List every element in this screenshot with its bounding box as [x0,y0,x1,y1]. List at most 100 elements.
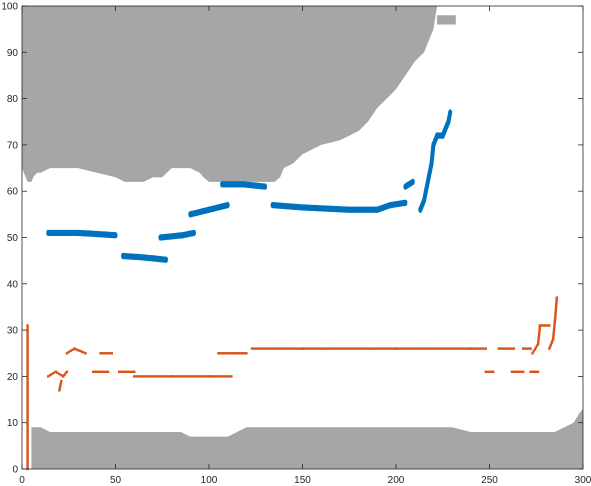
orange-marker [552,329,556,333]
orange-marker [536,342,540,346]
orange-marker [228,375,231,378]
series-orange-segment [26,324,29,471]
orange-marker [101,352,104,355]
orange-marker [456,347,459,350]
orange-marker [537,334,541,337]
orange-marker [501,347,505,350]
orange-marker [538,328,541,331]
orange-marker [555,302,558,306]
orange-marker [148,375,151,378]
orange-marker [26,346,29,349]
orange-marker [118,370,121,373]
orange-marker [266,347,269,350]
orange-marker [26,328,29,331]
orange-marker [26,450,29,453]
orange-marker [427,347,431,350]
orange-marker [323,347,326,350]
orange-marker [78,349,82,353]
orange-marker [63,373,66,377]
orange-marker [194,375,197,378]
orange-marker [26,356,29,360]
orange-marker [512,370,515,373]
orange-marker [478,347,481,350]
orange-marker [26,393,29,397]
orange-marker [425,347,428,350]
series-orange-segment [65,347,87,355]
orange-marker [26,456,29,460]
series-blue-segment [158,229,196,241]
orange-marker [26,396,29,399]
orange-marker [292,347,295,350]
blue-marker [263,183,268,190]
orange-marker [375,347,378,350]
orange-marker [237,352,241,355]
orange-marker [54,370,57,373]
series-blue-segment [46,229,118,239]
orange-marker [221,352,224,355]
orange-marker [294,347,298,350]
orange-marker [536,370,540,373]
orange-marker [209,375,213,378]
region-top [22,6,438,182]
orange-marker [540,324,544,327]
series-orange-segment [250,347,487,350]
orange-marker [497,347,500,350]
orange-marker [243,352,246,355]
orange-marker [50,372,54,376]
orange-marker [492,370,495,373]
orange-marker [554,313,557,316]
orange-marker [366,347,369,350]
blue-marker [225,201,230,209]
x-tick-label: 200 [388,475,405,486]
orange-marker [377,347,380,350]
orange-marker [96,370,99,373]
orange-marker [26,369,29,373]
orange-marker [264,347,267,350]
y-tick-label: 80 [7,94,19,105]
orange-marker [549,343,552,347]
orange-marker [531,352,534,355]
orange-marker [26,465,29,468]
series-orange-segment [497,347,515,350]
orange-marker [357,347,361,350]
orange-marker [538,330,541,333]
orange-marker [347,347,350,350]
orange-marker [159,375,162,378]
orange-marker [471,347,475,350]
orange-marker [441,347,444,350]
orange-marker [26,339,29,342]
orange-marker [26,326,29,329]
orange-marker [230,375,233,378]
orange-marker [514,370,517,373]
orange-marker [205,375,208,378]
orange-marker [301,347,304,350]
y-tick-label: 30 [7,326,19,337]
orange-marker [211,375,215,378]
orange-marker [516,370,519,373]
orange-marker [235,352,239,355]
orange-marker [179,375,182,378]
orange-marker [222,375,225,378]
orange-marker [476,347,479,350]
orange-marker [48,374,52,377]
series-blue-segment [188,201,230,218]
orange-marker [283,347,287,350]
orange-marker [207,375,211,378]
orange-marker [327,347,330,350]
orange-marker [61,375,65,378]
orange-marker [26,389,29,392]
orange-marker [58,387,61,390]
orange-marker [349,347,352,350]
orange-marker [504,347,507,350]
orange-marker [26,378,29,381]
orange-marker [26,452,29,455]
orange-marker [26,417,29,421]
orange-marker [381,347,385,350]
orange-marker [168,375,171,378]
orange-marker [408,347,411,350]
orange-marker [469,347,472,350]
orange-marker [410,347,413,350]
orange-marker [69,349,72,353]
